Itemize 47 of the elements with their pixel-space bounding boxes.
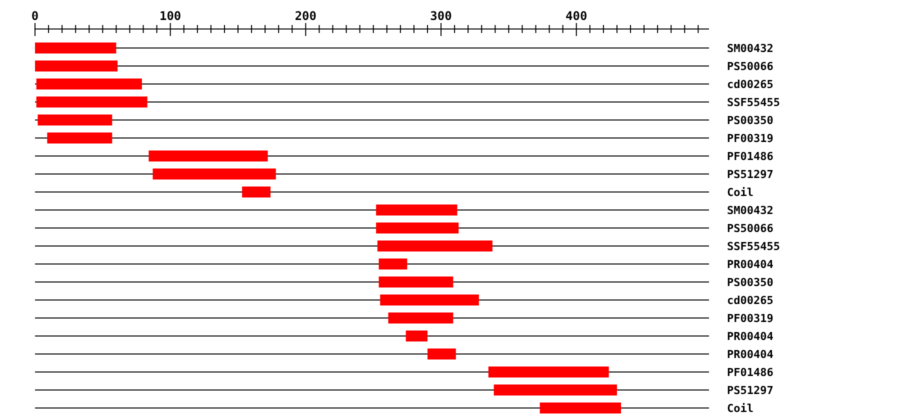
y-tick-label: Coil — [727, 186, 754, 199]
y-tick-label: PS00350 — [727, 276, 774, 289]
y-tick-label: PF01486 — [727, 150, 774, 163]
bar — [378, 258, 408, 270]
bar — [488, 366, 609, 378]
x-tick-label: 300 — [430, 9, 452, 23]
y-tick-label: cd00265 — [727, 78, 774, 91]
y-tick-label: SM00432 — [727, 42, 774, 55]
bar — [388, 312, 454, 324]
bar — [152, 168, 276, 180]
y-tick-label: PS50066 — [727, 222, 774, 235]
bar — [406, 330, 428, 342]
bar — [378, 276, 454, 288]
y-tick-label: PS00350 — [727, 114, 774, 127]
bar — [38, 114, 112, 126]
y-tick-label: SSF55455 — [727, 240, 780, 253]
bar — [148, 150, 268, 162]
bar — [540, 402, 622, 414]
bar — [377, 240, 492, 252]
bar — [242, 186, 270, 198]
y-tick-label: PS51297 — [727, 384, 774, 397]
y-tick-label: PR00404 — [727, 330, 774, 343]
bar — [35, 42, 116, 54]
bar — [47, 132, 112, 144]
y-tick-label: PF00319 — [727, 132, 774, 145]
y-tick-label: PR00404 — [727, 258, 774, 271]
y-tick-label: PS51297 — [727, 168, 774, 181]
bar — [36, 96, 148, 108]
y-tick-label: cd00265 — [727, 294, 774, 307]
bar — [494, 384, 617, 396]
y-tick-label: SM00432 — [727, 204, 774, 217]
y-tick-label: PR00404 — [727, 348, 774, 361]
bar — [427, 348, 456, 360]
bar — [376, 222, 459, 234]
x-tick-label: 0 — [31, 9, 39, 23]
y-tick-label: PF00319 — [727, 312, 774, 325]
y-tick-label: Coil — [727, 402, 754, 415]
bar — [380, 294, 479, 306]
x-tick-label: 200 — [294, 9, 317, 23]
x-tick-label: 400 — [566, 9, 588, 23]
bar — [36, 78, 142, 90]
y-tick-label: PS50066 — [727, 60, 774, 73]
y-tick-label: SSF55455 — [727, 96, 780, 109]
bar — [35, 60, 118, 72]
y-tick-label: PF01486 — [727, 366, 774, 379]
bar — [376, 204, 458, 216]
x-tick-label: 100 — [160, 9, 182, 23]
